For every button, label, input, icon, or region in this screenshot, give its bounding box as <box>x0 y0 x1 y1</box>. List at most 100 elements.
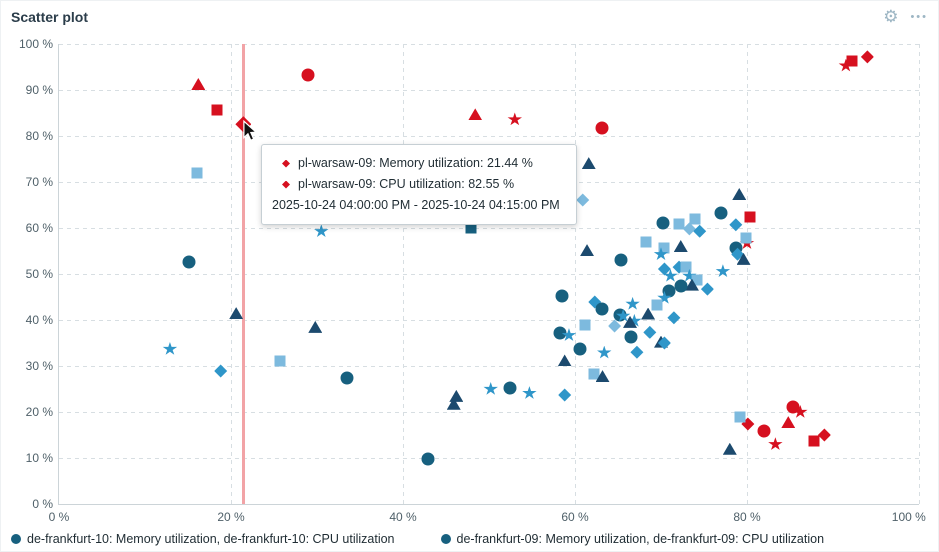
data-point[interactable] <box>860 50 874 64</box>
data-point[interactable] <box>682 222 696 236</box>
data-point[interactable] <box>689 213 701 225</box>
y-axis-label: 60 % <box>25 221 53 235</box>
data-point[interactable] <box>576 193 590 207</box>
data-point[interactable] <box>624 330 638 344</box>
data-point[interactable] <box>731 247 745 261</box>
data-point[interactable] <box>658 242 670 254</box>
data-point[interactable] <box>597 345 612 359</box>
x-axis-label: 80 % <box>733 510 761 524</box>
data-point[interactable] <box>191 78 206 91</box>
widget-actions: ⚙ ••• <box>883 7 928 27</box>
data-point[interactable] <box>715 264 731 277</box>
data-point[interactable] <box>732 187 747 200</box>
y-axis-label: 100 % <box>18 37 53 51</box>
hover-tooltip: pl-warsaw-09: Memory utilization: 21.44 … <box>261 144 577 225</box>
data-point[interactable] <box>588 368 600 380</box>
data-point[interactable] <box>625 296 640 310</box>
legend-item-de-frankfurt-09[interactable]: de-frankfurt-09: Memory utilization, de-… <box>440 532 824 546</box>
data-point[interactable] <box>643 325 657 339</box>
data-point[interactable] <box>503 381 517 395</box>
data-point[interactable] <box>657 336 671 350</box>
data-point[interactable] <box>808 435 820 447</box>
data-point[interactable] <box>483 382 498 395</box>
data-point[interactable] <box>700 282 714 296</box>
data-point[interactable] <box>580 244 595 257</box>
x-axis-label: 40 % <box>389 510 417 524</box>
chart-legend: de-frankfurt-10: Memory utilization, de-… <box>11 532 824 546</box>
x-gridline <box>746 44 748 504</box>
data-point[interactable] <box>573 342 587 356</box>
data-point[interactable] <box>714 206 728 220</box>
data-point[interactable] <box>308 320 323 333</box>
data-point[interactable] <box>757 424 771 438</box>
y-axis-label: 50 % <box>25 267 53 281</box>
data-point[interactable] <box>630 345 644 359</box>
data-point[interactable] <box>640 236 652 248</box>
data-point[interactable] <box>656 216 670 230</box>
data-point[interactable] <box>595 302 609 316</box>
y-gridline <box>59 43 919 45</box>
tooltip-cpu-value: pl-warsaw-09: CPU utilization: 82.55 % <box>298 177 515 191</box>
y-axis-label: 40 % <box>25 313 53 327</box>
data-point[interactable] <box>734 411 746 423</box>
data-point[interactable] <box>182 255 196 269</box>
data-point[interactable] <box>211 104 223 116</box>
data-point[interactable] <box>673 218 685 230</box>
data-point[interactable] <box>674 279 688 293</box>
data-point[interactable] <box>301 68 315 82</box>
data-point[interactable] <box>744 211 756 223</box>
data-point[interactable] <box>817 428 831 442</box>
data-point[interactable] <box>191 167 203 179</box>
data-point[interactable] <box>214 364 228 378</box>
legend-circle-icon <box>440 534 451 544</box>
data-point[interactable] <box>651 299 663 311</box>
data-point[interactable] <box>608 319 622 333</box>
legend-label: de-frankfurt-10: Memory utilization, de-… <box>27 532 395 546</box>
data-point[interactable] <box>553 326 567 340</box>
data-point[interactable] <box>781 416 796 429</box>
tooltip-row: pl-warsaw-09: CPU utilization: 82.55 % <box>272 174 564 195</box>
data-point[interactable] <box>558 388 572 402</box>
data-point[interactable] <box>465 222 477 234</box>
data-point[interactable] <box>340 371 354 385</box>
y-axis-label: 30 % <box>25 359 53 373</box>
data-point[interactable] <box>657 262 671 276</box>
y-axis-label: 70 % <box>25 175 53 189</box>
data-point[interactable] <box>693 224 707 238</box>
data-point[interactable] <box>274 355 286 367</box>
data-point[interactable] <box>557 354 572 367</box>
ellipsis-menu-icon[interactable]: ••• <box>910 11 928 23</box>
data-point[interactable] <box>846 55 858 67</box>
data-point[interactable] <box>768 437 783 450</box>
data-point[interactable] <box>468 108 483 121</box>
data-point[interactable] <box>421 452 435 466</box>
data-point[interactable] <box>740 232 752 244</box>
data-point[interactable] <box>691 274 703 286</box>
tooltip-row: pl-warsaw-09: Memory utilization: 21.44 … <box>272 153 564 174</box>
data-point[interactable] <box>522 386 537 399</box>
data-point[interactable] <box>555 289 569 303</box>
data-point-hovered[interactable] <box>235 116 252 133</box>
data-point[interactable] <box>579 319 591 331</box>
data-point[interactable] <box>614 253 628 267</box>
red-diamond-icon <box>282 180 290 189</box>
data-point[interactable] <box>729 218 743 232</box>
data-point[interactable] <box>507 112 522 126</box>
data-point[interactable] <box>667 311 681 325</box>
plot-area[interactable]: 0 % 10 % 20 % 30 % 40 % 50 % 60 % 70 % 80 % 90 % 1… <box>19 37 926 524</box>
x-gridline <box>402 44 404 504</box>
data-point[interactable] <box>722 442 737 455</box>
data-point[interactable] <box>673 239 688 252</box>
data-point[interactable] <box>314 224 329 237</box>
data-point[interactable] <box>581 157 596 170</box>
data-point[interactable] <box>595 121 609 135</box>
y-gridline <box>59 365 919 367</box>
legend-item-de-frankfurt-10[interactable]: de-frankfurt-10: Memory utilization, de-… <box>11 532 395 546</box>
data-point[interactable] <box>449 389 464 402</box>
gear-icon[interactable]: ⚙ <box>883 7 899 26</box>
data-point[interactable] <box>162 341 178 355</box>
y-gridline <box>59 457 919 459</box>
data-point[interactable] <box>680 261 692 273</box>
tooltip-memory-value: pl-warsaw-09: Memory utilization: 21.44 … <box>298 156 533 170</box>
